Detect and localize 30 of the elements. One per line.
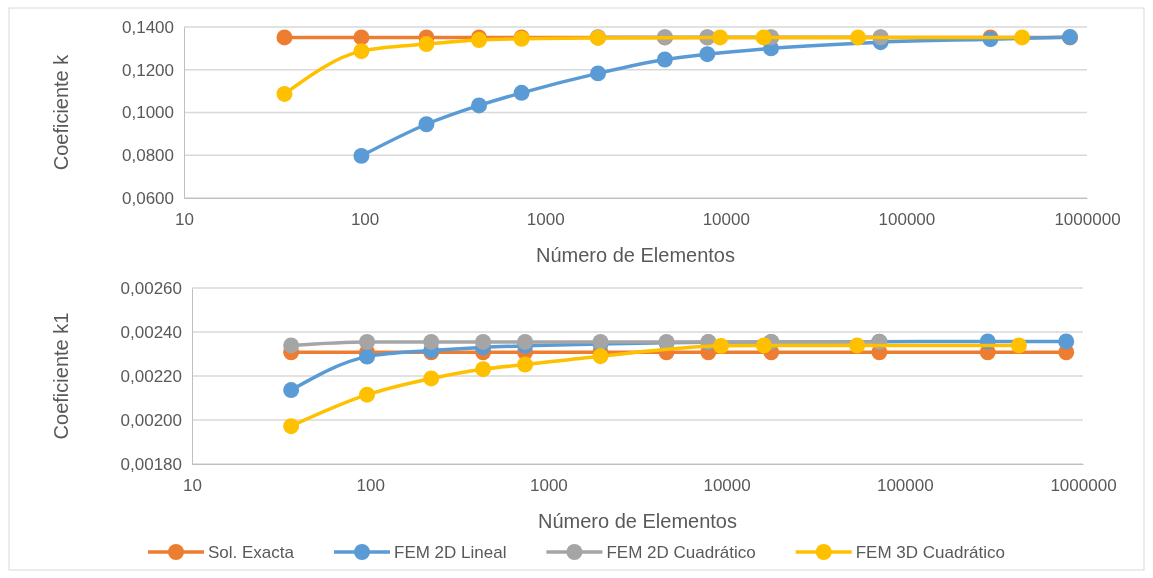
y-tick-label: 0,0600 [122, 188, 174, 208]
y-tick-label: 0,00200 [120, 410, 182, 430]
y-tick-label: 0,00240 [120, 322, 182, 342]
x-tick-label: 1000000 [1050, 476, 1117, 496]
y-axis-title: Coeficiente k1 [50, 312, 72, 440]
legend-label: FEM 2D Lineal [394, 542, 507, 562]
y-tick-label: 0,0800 [122, 146, 174, 166]
y-tick-label: 0,00180 [120, 454, 182, 474]
legend-label: FEM 2D Cuadrático [606, 542, 756, 562]
y-tick-label: 0,1200 [122, 60, 174, 80]
x-tick-label: 100 [350, 210, 380, 230]
x-tick-label: 100 [356, 476, 385, 496]
x-tick-label: 1000000 [1054, 210, 1121, 230]
x-tick-label: 1000 [529, 476, 568, 496]
x-tick-label: 1000 [526, 210, 565, 230]
x-tick-label: 10 [183, 476, 202, 496]
legend-label: Sol. Exacta [208, 542, 295, 562]
y-tick-label: 0,00220 [120, 366, 182, 386]
x-tick-label: 10 [175, 210, 194, 230]
x-axis-title: Número de Elementos [536, 244, 735, 266]
y-tick-label: 0,00260 [120, 278, 182, 298]
x-axis-title: Número de Elementos [538, 510, 737, 532]
legend-label: FEM 3D Cuadrático [855, 542, 1005, 562]
y-tick-label: 0,1400 [122, 17, 174, 37]
y-axis-title: Coeficiente k [50, 53, 72, 171]
y-tick-label: 0,1000 [122, 103, 174, 123]
x-tick-label: 10000 [702, 210, 750, 230]
x-tick-label: 100000 [876, 476, 934, 496]
x-tick-label: 100000 [878, 210, 936, 230]
x-tick-label: 10000 [703, 476, 751, 496]
